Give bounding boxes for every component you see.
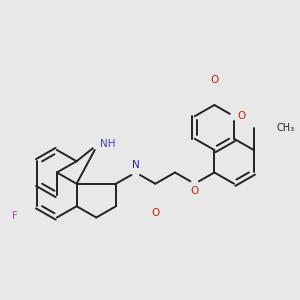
Text: O: O	[210, 75, 218, 85]
Text: O: O	[190, 186, 199, 196]
Text: NH: NH	[100, 140, 116, 149]
Text: O: O	[151, 208, 160, 218]
Text: F: F	[12, 211, 17, 221]
Text: O: O	[237, 111, 245, 121]
Text: N: N	[132, 160, 140, 170]
Text: CH₃: CH₃	[276, 122, 294, 133]
